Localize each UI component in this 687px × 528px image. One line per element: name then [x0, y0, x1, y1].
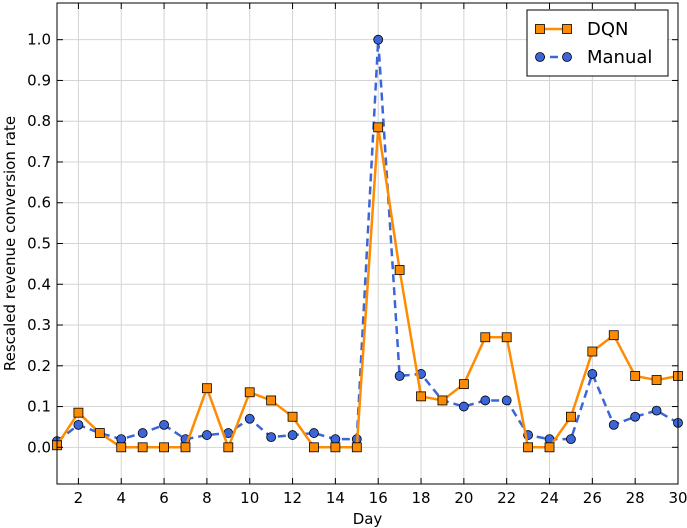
data-point-manual — [501, 395, 512, 406]
y-axis-label: Rescaled revenue conversion rate — [1, 116, 19, 371]
y-tick-label: 0.8 — [27, 112, 51, 130]
ticks: 2 4 6 8 10 12 14 16 18 20 22 24 26 28 300.00.10.20.30.… — [27, 3, 687, 507]
data-point-manual — [480, 395, 491, 406]
data-point-manual — [73, 419, 84, 430]
data-point-dqn — [94, 428, 105, 438]
data-point-dqn — [309, 442, 319, 453]
y-tick-label: 0.3 — [27, 316, 51, 334]
x-tick-label: 28 — [626, 489, 645, 507]
data-point-manual — [394, 371, 405, 381]
data-point-dqn — [266, 395, 277, 406]
data-point-manual — [651, 405, 662, 416]
x-tick-label: 20 — [454, 489, 473, 507]
data-point-manual — [201, 430, 212, 440]
y-tick-label: 0.7 — [27, 153, 51, 171]
series-dqn — [52, 122, 683, 453]
legend-label-dqn: DQN — [587, 19, 629, 40]
data-point-manual — [458, 401, 469, 412]
series-line-dqn — [55, 126, 679, 449]
y-tick-label: 0.0 — [27, 438, 51, 456]
data-point-dqn — [630, 371, 641, 381]
legend-marker-manual — [535, 52, 545, 62]
y-tick-label: 0.1 — [27, 398, 51, 416]
data-point-dqn — [416, 391, 426, 402]
data-point-dqn — [351, 442, 362, 453]
data-point-dqn — [437, 395, 448, 406]
data-point-manual — [566, 434, 576, 445]
x-tick-label: 22 — [497, 489, 516, 507]
x-tick-label: 16 — [369, 489, 388, 507]
y-tick-label: 1.0 — [27, 31, 51, 49]
series-line-manual — [56, 38, 679, 443]
y-tick-label: 0.5 — [27, 235, 51, 253]
x-tick-label: 24 — [540, 489, 559, 507]
x-tick-label: 30 — [668, 489, 687, 507]
x-tick-label: 8 — [202, 489, 212, 507]
data-point-dqn — [587, 346, 598, 357]
legend-box — [526, 9, 669, 77]
data-point-manual — [630, 411, 641, 422]
y-tick-label: 0.4 — [27, 275, 51, 293]
data-point-dqn — [373, 122, 384, 133]
data-point-manual — [373, 34, 384, 45]
data-point-dqn — [544, 442, 555, 453]
data-point-dqn — [566, 411, 576, 422]
y-tick-label: 0.6 — [27, 194, 51, 212]
data-point-manual — [137, 428, 148, 438]
data-point-manual — [244, 413, 255, 424]
y-tick-label: 0.2 — [27, 357, 51, 375]
data-point-dqn — [651, 375, 662, 385]
legend-entry-dqn: DQN — [535, 19, 629, 40]
data-point-manual — [309, 428, 319, 438]
data-point-dqn — [201, 383, 212, 394]
x-tick-label: 6 — [159, 489, 169, 507]
legend: DQN Manual — [526, 9, 669, 77]
x-tick-label: 18 — [411, 489, 430, 507]
data-point-dqn — [180, 442, 191, 453]
data-point-dqn — [244, 387, 255, 398]
data-point-manual — [116, 434, 127, 445]
x-tick-label: 10 — [240, 489, 259, 507]
data-point-dqn — [523, 442, 534, 453]
x-tick-label: 26 — [583, 489, 602, 507]
legend-marker-dqn — [562, 24, 572, 34]
x-tick-label: 12 — [283, 489, 302, 507]
x-axis-label: Day — [353, 510, 383, 528]
data-point-manual — [587, 369, 598, 379]
data-point-dqn — [501, 332, 512, 343]
data-point-manual — [608, 419, 619, 430]
data-point-dqn — [116, 442, 127, 453]
data-point-dqn — [608, 330, 619, 341]
data-point-dqn — [137, 442, 148, 453]
y-tick-label: 0.9 — [27, 71, 51, 89]
legend-marker-dqn — [535, 24, 545, 34]
data-point-manual — [159, 419, 169, 430]
grid — [57, 3, 679, 484]
data-point-dqn — [287, 411, 298, 422]
data-point-dqn — [159, 442, 169, 453]
data-point-dqn — [223, 442, 234, 453]
data-point-manual — [330, 434, 341, 445]
data-point-manual — [266, 432, 277, 443]
data-point-dqn — [458, 379, 469, 390]
legend-marker-manual — [562, 52, 572, 62]
legend-entries: DQN Manual — [535, 19, 652, 68]
legend-entry-manual: Manual — [535, 47, 652, 68]
data-point-manual — [287, 430, 298, 440]
legend-label-manual: Manual — [587, 47, 652, 68]
series-layer — [52, 34, 683, 453]
data-point-dqn — [330, 442, 341, 453]
x-tick-label: 14 — [326, 489, 345, 507]
series-manual — [52, 34, 683, 447]
data-point-dqn — [73, 407, 84, 418]
x-tick-label: 4 — [116, 489, 126, 507]
data-point-dqn — [480, 332, 491, 343]
data-point-dqn — [394, 265, 405, 275]
x-tick-label: 2 — [74, 489, 84, 507]
